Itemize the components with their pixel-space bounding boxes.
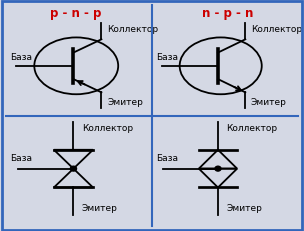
Text: Коллектор: Коллектор: [226, 124, 277, 133]
Circle shape: [215, 166, 221, 171]
Text: База: База: [156, 154, 178, 163]
Text: Коллектор: Коллектор: [82, 124, 133, 133]
Text: Эмитер: Эмитер: [251, 97, 287, 106]
Text: Эмитер: Эмитер: [107, 97, 143, 106]
Text: Эмитер: Эмитер: [226, 204, 262, 213]
Text: База: База: [11, 53, 33, 62]
Text: База: База: [156, 53, 178, 62]
Text: Эмитер: Эмитер: [82, 204, 118, 213]
Circle shape: [70, 166, 77, 171]
Text: p - n - p: p - n - p: [50, 7, 102, 20]
Text: База: База: [11, 154, 33, 163]
Text: n - p - n: n - p - n: [202, 7, 254, 20]
Text: Коллектор: Коллектор: [251, 25, 302, 34]
Text: Коллектор: Коллектор: [107, 25, 158, 34]
